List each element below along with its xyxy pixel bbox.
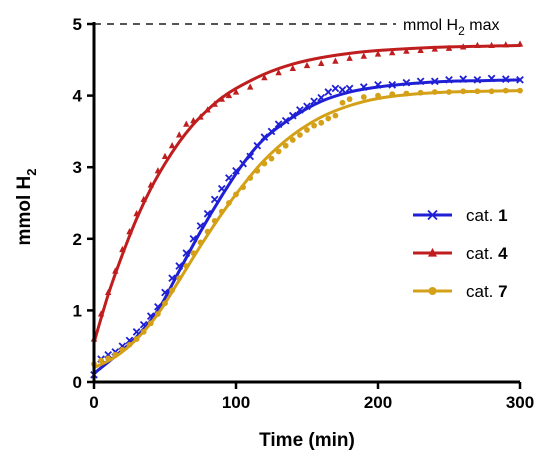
x-tick-label: 300 <box>506 393 534 412</box>
legend-label-number: 1 <box>498 206 507 225</box>
series-points <box>90 40 524 342</box>
data-point <box>403 47 410 54</box>
ticks-group: 0 100 200 300 0 1 2 3 4 5 <box>73 15 535 412</box>
data-point <box>98 357 104 364</box>
reference-label-pre: mmol H <box>403 17 458 34</box>
fit-curve <box>92 89 522 370</box>
data-point <box>275 69 282 76</box>
legend-label-number: 4 <box>498 244 508 263</box>
legend-item: cat. 1 <box>413 206 508 225</box>
series-3 <box>91 87 523 370</box>
data-point <box>346 96 353 103</box>
data-point <box>289 137 296 143</box>
legend-label-prefix: cat. <box>466 244 498 263</box>
x-tick-label: 0 <box>89 393 98 412</box>
data-point <box>332 112 339 119</box>
legend-marker <box>428 247 437 257</box>
data-point <box>261 74 268 81</box>
series-points <box>90 74 524 379</box>
y-tick-label: 3 <box>73 158 82 177</box>
x-axis-title: Time (min) <box>259 430 355 451</box>
data-point <box>282 142 289 149</box>
data-point <box>183 120 190 127</box>
x-tick-label: 100 <box>222 393 250 412</box>
legend-label: cat. 7 <box>466 282 508 301</box>
y-axis-title-subscript: 2 <box>24 169 39 176</box>
data-point <box>332 57 339 64</box>
legend-item: cat. 7 <box>413 282 508 301</box>
data-point <box>247 83 254 90</box>
series-1 <box>90 74 524 379</box>
data-point <box>275 148 282 155</box>
series-2 <box>90 40 524 345</box>
data-point <box>324 88 333 96</box>
data-point <box>168 142 176 149</box>
data-point <box>176 131 183 138</box>
legend-item: cat. 4 <box>413 244 508 263</box>
fit-curve <box>92 43 522 345</box>
y-tick-label: 1 <box>73 301 82 320</box>
legend-label: cat. 1 <box>466 206 508 225</box>
fit-curve <box>92 78 522 375</box>
series-points <box>91 87 523 367</box>
data-point <box>360 94 367 100</box>
data-point <box>318 59 325 66</box>
data-point <box>389 48 396 56</box>
legend-label-prefix: cat. <box>466 206 498 225</box>
data-point <box>304 127 310 133</box>
x-tick-label: 200 <box>364 393 392 412</box>
y-tick-label: 5 <box>73 15 82 34</box>
data-point <box>161 152 169 160</box>
legend-label-number: 7 <box>498 282 507 301</box>
y-tick-label: 0 <box>73 373 82 392</box>
legend-marker <box>427 209 438 221</box>
data-point <box>339 99 346 106</box>
legend-label: cat. 4 <box>466 244 508 263</box>
y-axis-title-main: mmol H <box>14 176 35 246</box>
legend-label-prefix: cat. <box>466 282 498 301</box>
y-axis-title: mmol H2 <box>14 169 39 246</box>
y-tick-label: 2 <box>73 230 82 249</box>
y-tick-label: 4 <box>73 87 83 106</box>
data-point <box>303 61 311 69</box>
data-point <box>318 119 325 126</box>
data-point <box>346 54 353 61</box>
reference-label-subscript: 2 <box>458 24 465 38</box>
data-point <box>325 115 332 122</box>
reference-label-post: max <box>465 17 500 34</box>
reference-line-label: mmol H2 max <box>403 17 499 38</box>
data-point <box>417 46 424 54</box>
data-point <box>268 155 275 162</box>
data-point <box>232 88 240 95</box>
data-point <box>374 50 382 57</box>
data-point <box>297 132 303 138</box>
data-point <box>331 84 340 93</box>
data-point <box>225 91 233 99</box>
legend-marker <box>428 286 437 296</box>
data-point <box>360 52 367 59</box>
data-point <box>289 64 296 71</box>
axes-group <box>92 22 520 384</box>
series-group <box>90 40 524 379</box>
data-point <box>311 122 317 129</box>
